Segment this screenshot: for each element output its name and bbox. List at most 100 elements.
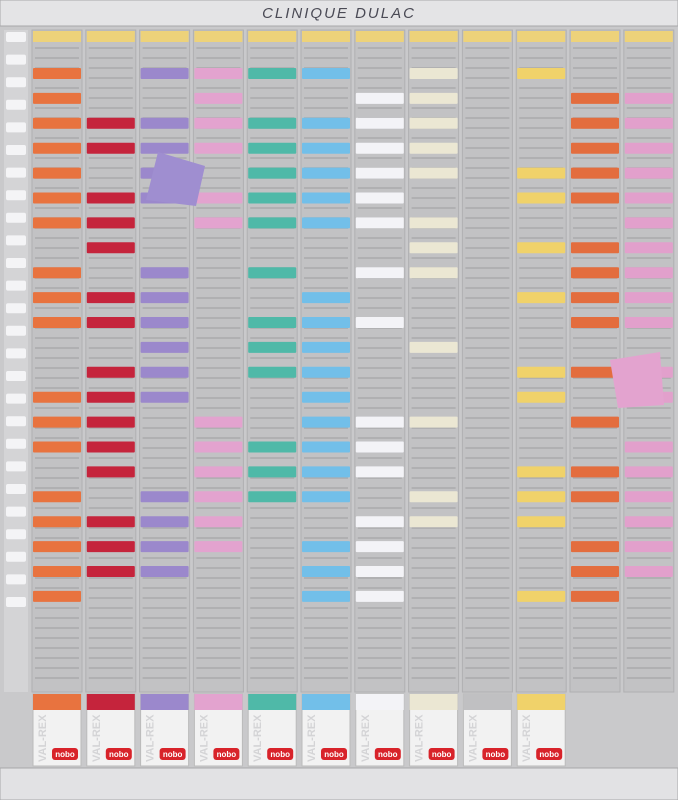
brand-badge	[213, 748, 240, 760]
card	[33, 192, 81, 204]
card	[33, 491, 81, 503]
card	[302, 366, 350, 378]
box-label: VAL-REX	[252, 714, 264, 762]
card	[194, 68, 243, 79]
card	[194, 416, 243, 428]
card	[302, 167, 350, 179]
card	[409, 117, 458, 129]
index-tab	[6, 190, 26, 201]
column-header-tab	[194, 31, 243, 42]
card	[624, 317, 673, 328]
card	[302, 68, 350, 79]
column-header-tab	[355, 31, 404, 42]
card	[624, 466, 673, 478]
card	[517, 466, 566, 478]
column	[85, 29, 137, 693]
index-tab	[6, 32, 26, 42]
card	[302, 566, 350, 577]
card	[33, 441, 81, 453]
card	[571, 416, 619, 428]
index-tab	[6, 235, 26, 246]
index-tab	[6, 99, 26, 110]
card	[302, 192, 350, 204]
index-tab	[6, 529, 26, 540]
card	[517, 192, 566, 204]
column	[192, 29, 244, 693]
card	[355, 516, 404, 528]
card	[355, 566, 404, 577]
card	[194, 192, 243, 204]
card-boxes: VAL-REX nobo VAL-REX nobo VAL-REX nobo VAL-REX…	[32, 693, 566, 767]
card	[355, 142, 404, 154]
card	[194, 541, 243, 553]
card	[194, 217, 243, 229]
card	[140, 267, 189, 279]
card	[33, 317, 81, 328]
card	[33, 590, 81, 602]
brand-badge	[482, 748, 509, 760]
card	[355, 441, 404, 453]
top-rail	[0, 0, 678, 27]
card	[86, 416, 135, 428]
index-tab	[6, 416, 26, 427]
column	[354, 29, 406, 693]
card	[194, 466, 243, 478]
brand-logo: nobo	[217, 750, 237, 759]
card	[571, 92, 619, 104]
card	[571, 142, 619, 154]
card	[302, 292, 350, 304]
columns	[4, 29, 675, 693]
column-header-tab	[624, 31, 673, 42]
card	[571, 541, 619, 553]
brand-logo: nobo	[432, 750, 452, 759]
column	[515, 29, 567, 693]
column-header-tab	[86, 31, 135, 42]
card	[624, 242, 673, 254]
brand-badge	[159, 748, 186, 760]
card	[33, 217, 81, 229]
card	[248, 117, 297, 129]
box-label: VAL-REX	[467, 714, 479, 762]
card	[140, 541, 189, 553]
card	[624, 267, 673, 279]
box-lid	[517, 694, 566, 710]
index-tab	[6, 461, 26, 472]
card	[571, 242, 619, 254]
card	[33, 167, 81, 179]
card	[194, 516, 243, 528]
index-tab	[6, 77, 26, 88]
column	[246, 29, 298, 693]
card	[409, 142, 458, 154]
card	[302, 142, 350, 154]
card	[302, 441, 350, 453]
card	[86, 566, 135, 577]
index-tab	[6, 506, 26, 517]
card	[140, 292, 189, 304]
column	[139, 29, 191, 693]
card	[409, 341, 458, 353]
card	[409, 516, 458, 528]
card	[409, 267, 458, 279]
card	[33, 68, 81, 79]
card	[194, 92, 243, 104]
card	[248, 366, 297, 378]
index-tab	[6, 258, 26, 268]
card	[33, 541, 81, 553]
index-tab	[6, 574, 26, 585]
card	[624, 566, 673, 577]
index-tab	[6, 325, 26, 336]
card	[517, 242, 566, 254]
card	[355, 192, 404, 204]
column-header-tab	[463, 31, 512, 42]
card	[140, 317, 189, 328]
card	[624, 217, 673, 229]
card	[302, 391, 350, 403]
card	[409, 416, 458, 428]
card	[140, 117, 189, 129]
brand-badge	[105, 748, 132, 760]
column	[408, 29, 460, 693]
card	[517, 391, 566, 403]
card	[33, 292, 81, 304]
index-tab	[6, 393, 26, 404]
